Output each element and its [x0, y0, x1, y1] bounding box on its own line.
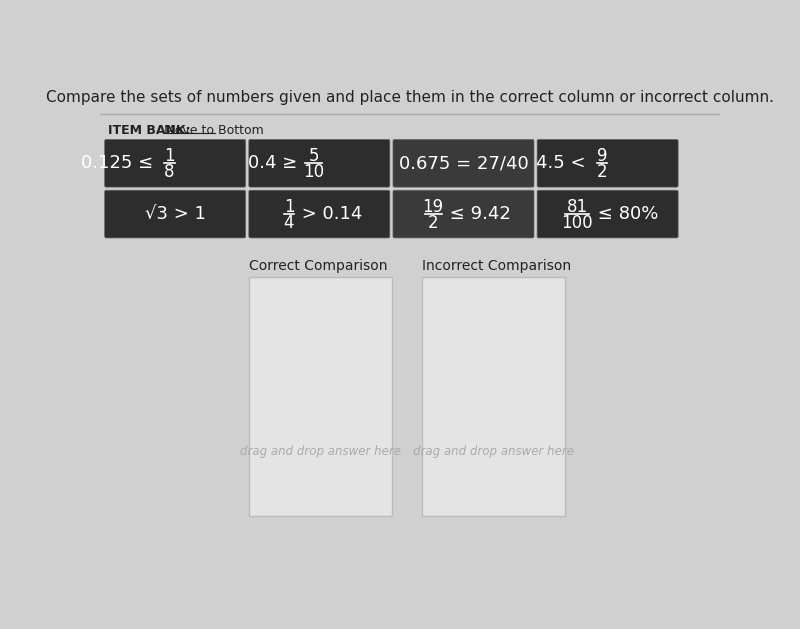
Text: ≤ 9.42: ≤ 9.42 — [444, 205, 511, 223]
Text: 19: 19 — [422, 198, 444, 216]
FancyBboxPatch shape — [537, 190, 678, 238]
Text: 4.5 <: 4.5 < — [536, 154, 591, 172]
FancyBboxPatch shape — [393, 140, 534, 187]
FancyBboxPatch shape — [249, 140, 390, 187]
FancyBboxPatch shape — [105, 140, 246, 187]
Text: 9: 9 — [597, 147, 607, 165]
Text: ITEM BANK:: ITEM BANK: — [108, 125, 190, 137]
Text: 0.675 = 27/40: 0.675 = 27/40 — [398, 154, 528, 172]
Text: 5: 5 — [308, 147, 319, 165]
Text: 8: 8 — [164, 163, 174, 181]
Text: 1: 1 — [164, 147, 174, 165]
Bar — [249, 277, 392, 516]
FancyBboxPatch shape — [249, 190, 390, 238]
FancyBboxPatch shape — [393, 190, 534, 238]
Text: 4: 4 — [284, 214, 294, 231]
Text: 0.125 ≤: 0.125 ≤ — [81, 154, 158, 172]
Text: 1: 1 — [284, 198, 294, 216]
Text: 81: 81 — [566, 198, 588, 216]
Text: 0.4 ≥: 0.4 ≥ — [248, 154, 302, 172]
Text: drag and drop answer here: drag and drop answer here — [413, 445, 574, 458]
Text: Compare the sets of numbers given and place them in the correct column or incorr: Compare the sets of numbers given and pl… — [46, 89, 774, 104]
Text: drag and drop answer here: drag and drop answer here — [240, 445, 401, 458]
Text: ≤ 80%: ≤ 80% — [592, 205, 658, 223]
Bar — [422, 277, 565, 516]
Text: 10: 10 — [303, 163, 324, 181]
Text: Incorrect Comparison: Incorrect Comparison — [422, 259, 570, 274]
Text: 100: 100 — [562, 214, 593, 231]
Text: Move to Bottom: Move to Bottom — [163, 125, 263, 137]
Text: Correct Comparison: Correct Comparison — [249, 259, 387, 274]
FancyBboxPatch shape — [105, 190, 246, 238]
Text: √3 > 1: √3 > 1 — [145, 205, 206, 223]
Text: > 0.14: > 0.14 — [296, 205, 362, 223]
Text: 2: 2 — [428, 214, 438, 231]
FancyBboxPatch shape — [537, 140, 678, 187]
Text: 2: 2 — [597, 163, 607, 181]
